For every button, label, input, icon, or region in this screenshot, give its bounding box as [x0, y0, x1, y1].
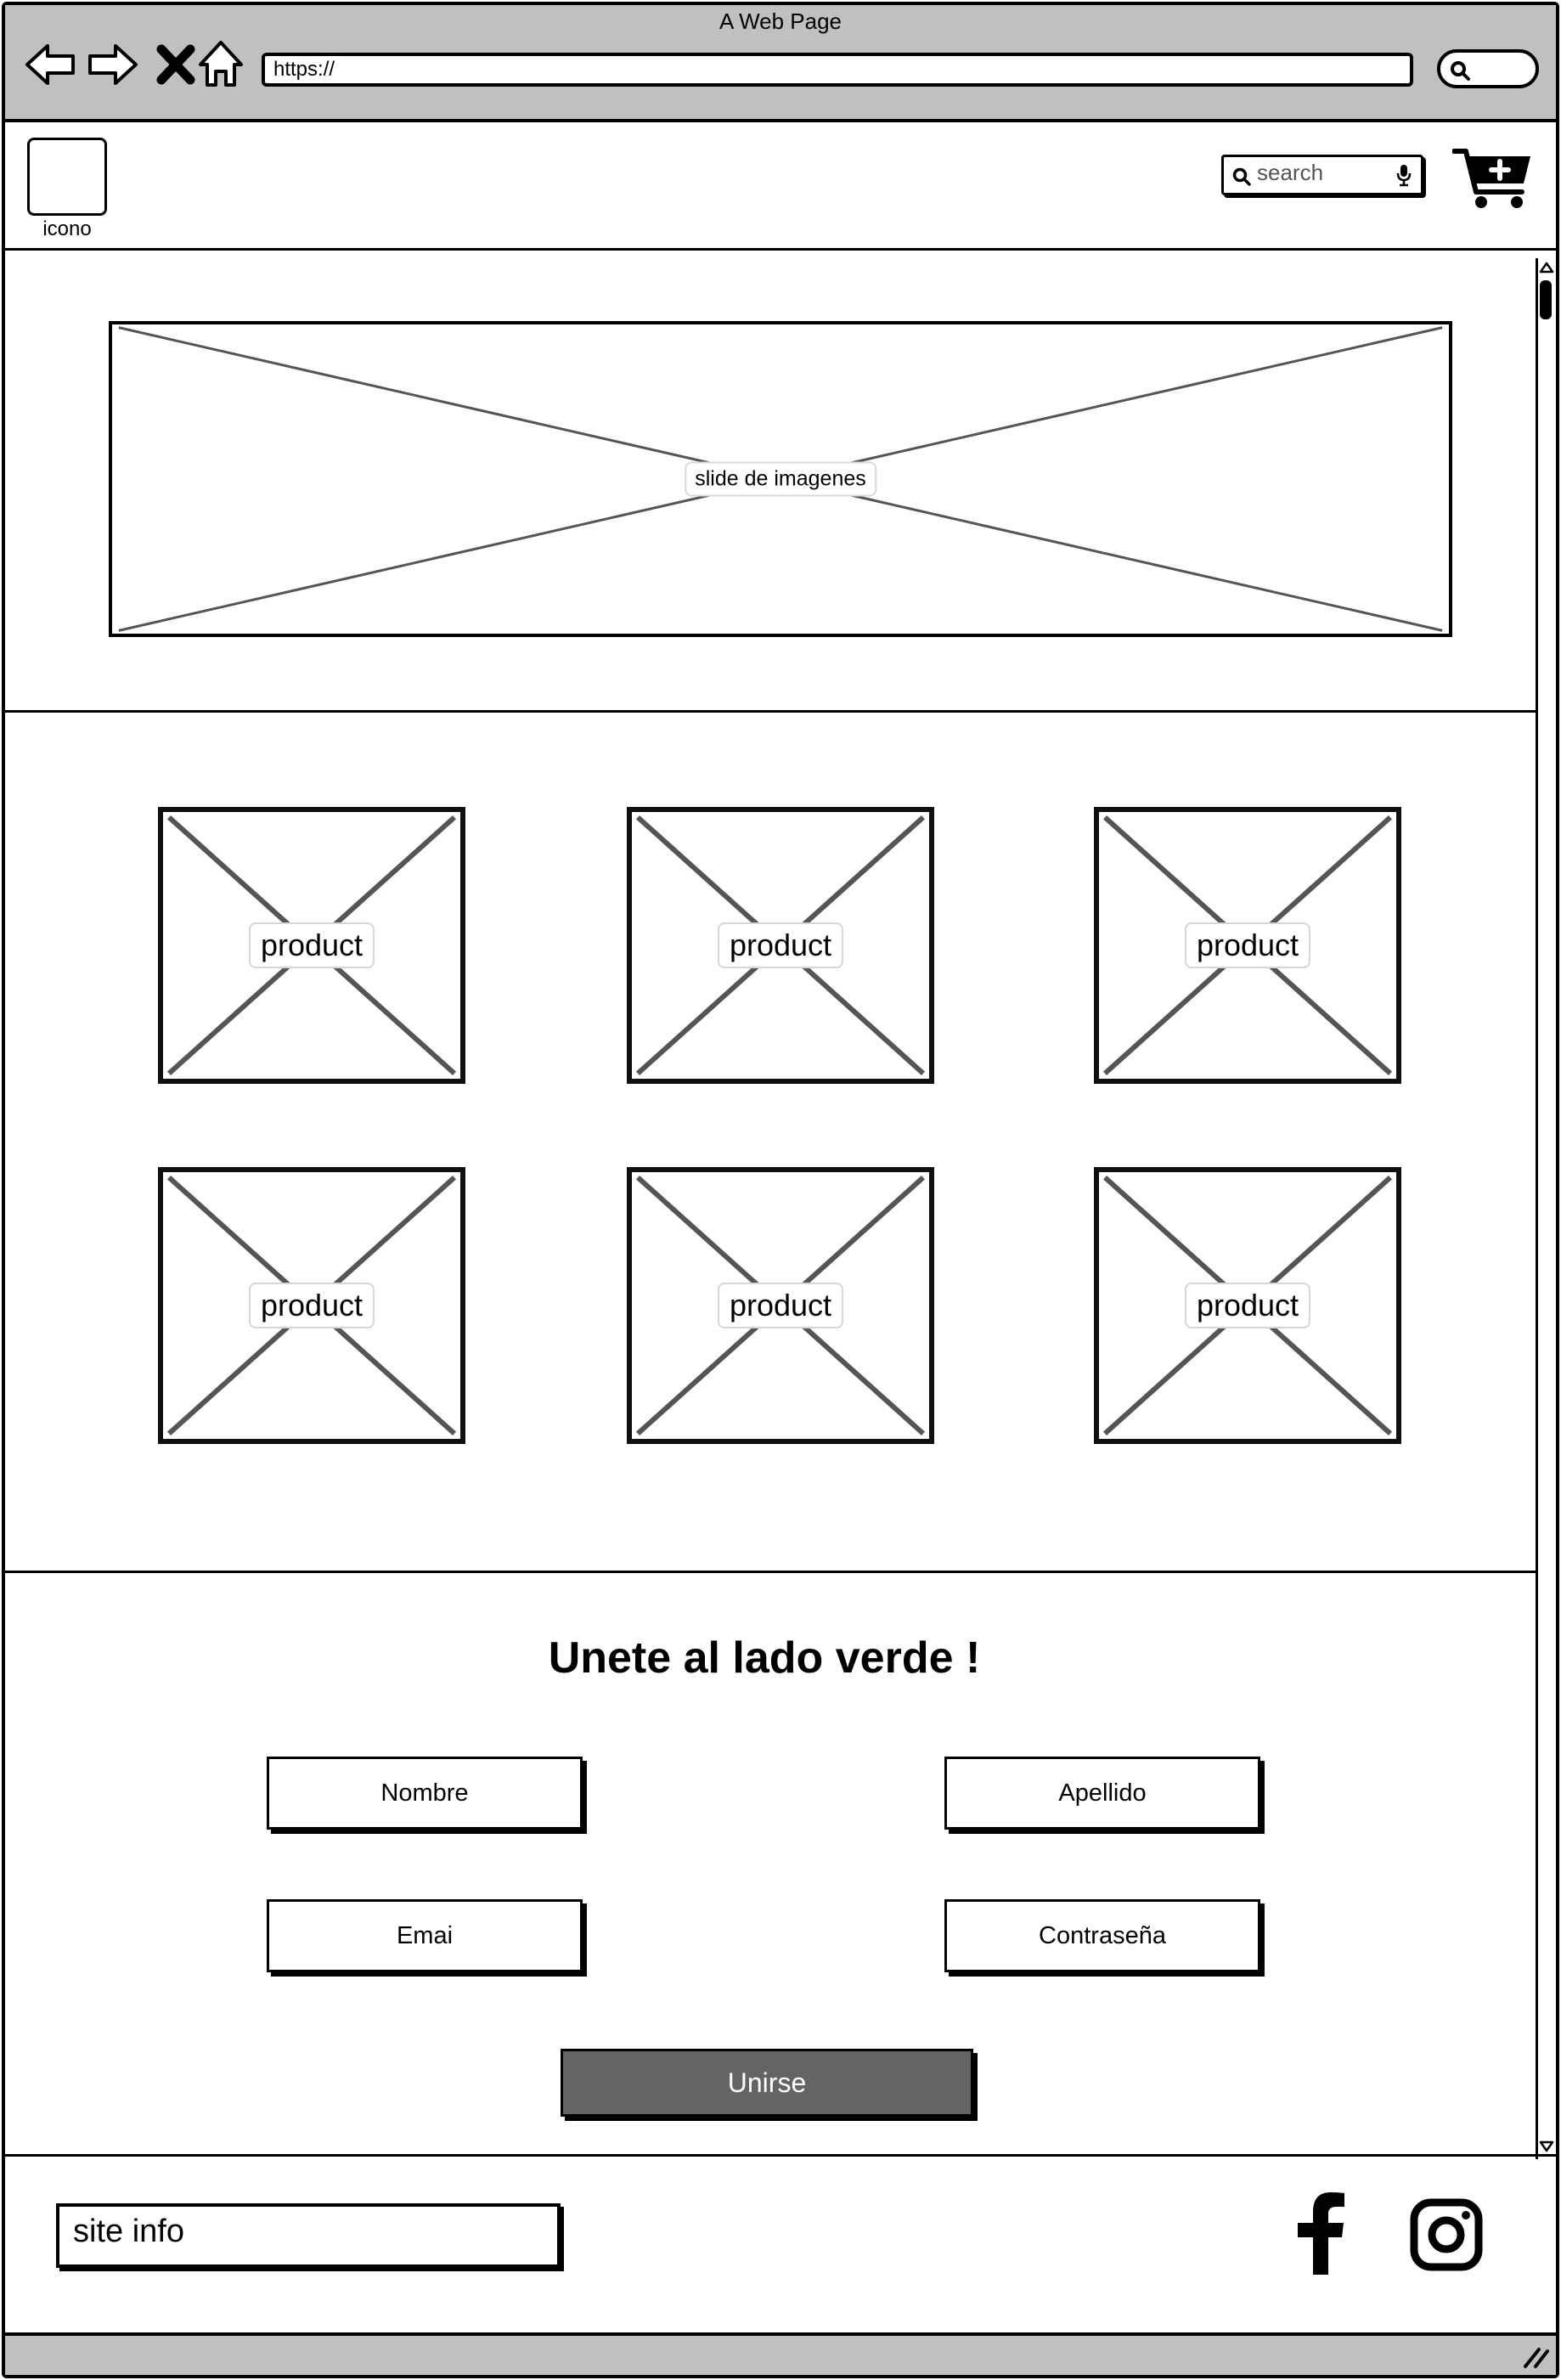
- product-label: product: [717, 922, 844, 968]
- search-input[interactable]: [1221, 155, 1423, 195]
- section-divider: [5, 710, 1537, 713]
- footer-divider: [5, 2154, 1556, 2157]
- search-icon: [1232, 167, 1251, 186]
- email-field[interactable]: Emai: [267, 1899, 583, 1972]
- product-card[interactable]: product: [158, 807, 465, 1084]
- product-card[interactable]: product: [1094, 1167, 1401, 1444]
- product-card[interactable]: product: [158, 1167, 465, 1444]
- site-info: site info: [56, 2203, 561, 2268]
- back-icon[interactable]: [24, 37, 78, 92]
- search-placeholder: search: [1257, 160, 1324, 185]
- logo[interactable]: [27, 138, 107, 216]
- microphone-icon[interactable]: [1396, 163, 1412, 187]
- product-label: product: [717, 1283, 844, 1328]
- window-title: A Web Page: [719, 8, 842, 34]
- product-label: product: [1184, 1283, 1311, 1328]
- search-icon: [1451, 61, 1470, 81]
- last-name-field[interactable]: Apellido: [944, 1757, 1260, 1830]
- section-divider: [5, 1571, 1537, 1573]
- scrollbar[interactable]: [1536, 258, 1554, 2159]
- product-card[interactable]: product: [627, 1167, 934, 1444]
- signup-title: Unete al lado verde !: [548, 1633, 981, 1683]
- product-label: product: [1184, 922, 1311, 968]
- logo-label: icono: [42, 217, 92, 240]
- close-icon[interactable]: [149, 37, 204, 92]
- password-field[interactable]: Contraseña: [944, 1899, 1260, 1972]
- scrollbar-thumb[interactable]: [1540, 280, 1552, 319]
- shopping-cart-icon[interactable]: [1452, 144, 1534, 212]
- join-button[interactable]: Unirse: [561, 2049, 973, 2117]
- browser-status-bar: [5, 2332, 1556, 2375]
- resize-handle-icon[interactable]: [1520, 2343, 1551, 2370]
- product-card[interactable]: product: [1094, 807, 1401, 1084]
- scroll-down-icon[interactable]: [1539, 2140, 1554, 2152]
- first-name-field[interactable]: Nombre: [267, 1757, 583, 1830]
- image-slider[interactable]: slide de imagenes: [109, 321, 1452, 637]
- slider-caption: slide de imagenes: [685, 461, 876, 497]
- header-divider: [5, 248, 1556, 251]
- home-icon[interactable]: [194, 37, 248, 92]
- product-card[interactable]: product: [627, 807, 934, 1084]
- url-input[interactable]: https://: [262, 53, 1413, 87]
- forward-icon[interactable]: [85, 37, 139, 92]
- product-label: product: [248, 1283, 375, 1328]
- facebook-icon[interactable]: [1291, 2191, 1349, 2275]
- product-label: product: [248, 922, 375, 968]
- browser-search-field[interactable]: [1437, 49, 1539, 88]
- instagram-icon[interactable]: [1410, 2198, 1483, 2271]
- scroll-up-icon[interactable]: [1539, 262, 1554, 274]
